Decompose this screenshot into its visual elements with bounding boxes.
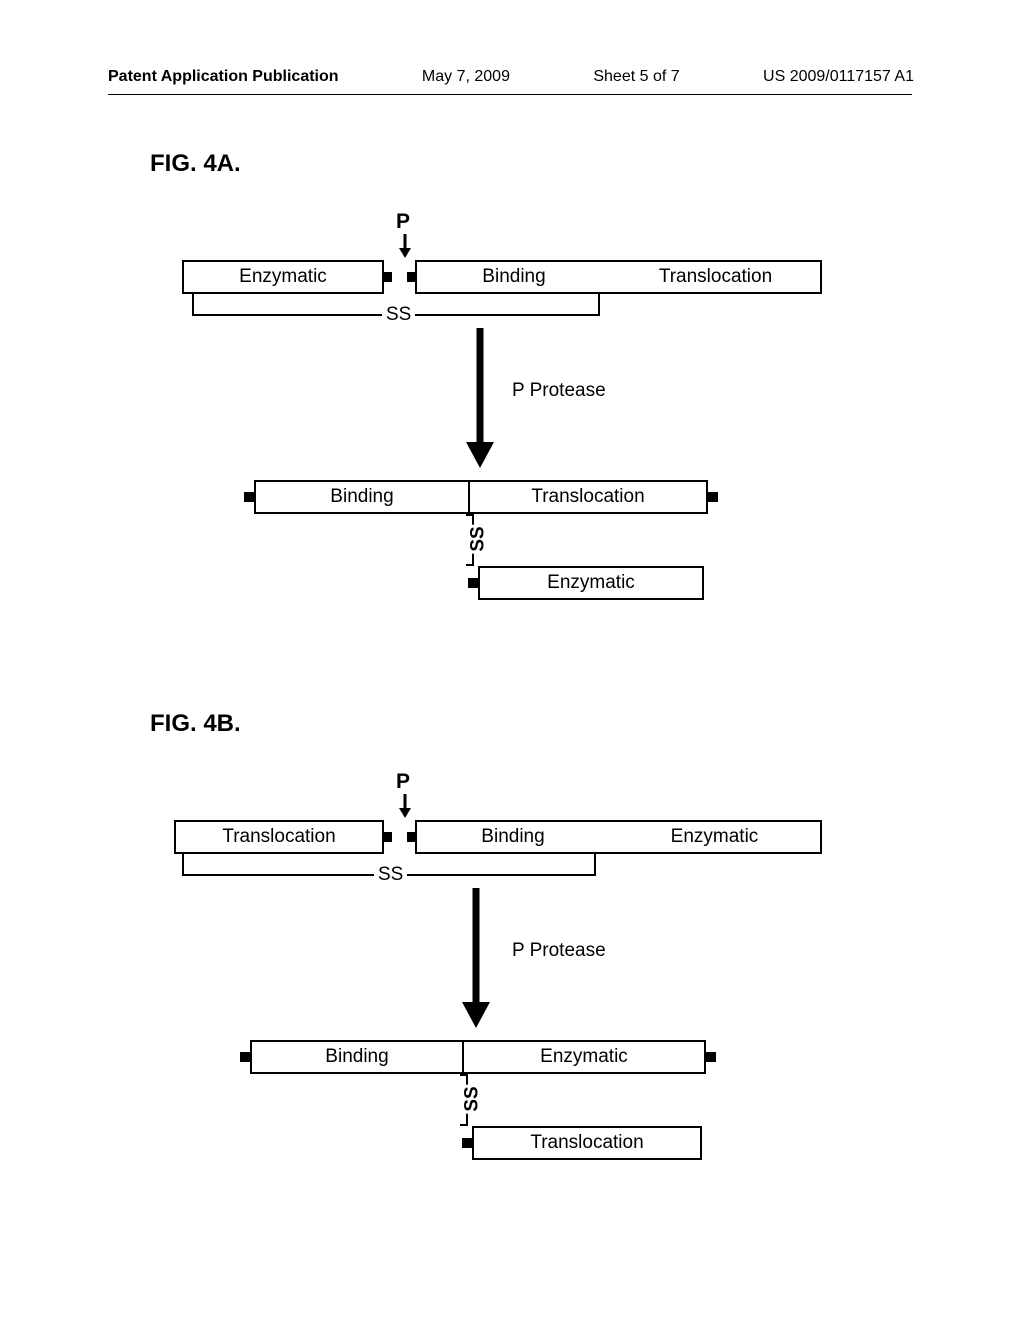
fig4a-bottom2-domain-enzymatic: Enzymatic <box>478 566 704 600</box>
fig4b-ss-label: SS <box>374 864 407 886</box>
fig4a-label: FIG. 4A. <box>150 150 241 178</box>
fig4b-vert-ss-top-tick <box>460 1074 468 1076</box>
fig4a-bottom-nub-right <box>708 492 718 502</box>
fig4b-protease-label: P Protease <box>512 940 606 962</box>
fig4a-bottom-domain-translocation: Translocation <box>468 480 708 514</box>
fig4a-bottom-nub-left <box>244 492 254 502</box>
fig4a-p-label: P <box>396 210 410 234</box>
fig4b-diagram: P Translocation Binding Enzymatic SS P P… <box>174 780 822 1180</box>
fig4b-label: FIG. 4B. <box>150 710 241 738</box>
fig4b-bottom2-domain-translocation: Translocation <box>472 1126 702 1160</box>
fig4b-top-construct: Translocation Binding Enzymatic <box>174 820 822 854</box>
fig4a-vert-ss-top-tick <box>466 514 474 516</box>
fig4a-top-domain-translocation: Translocation <box>611 260 822 294</box>
header-underline <box>108 94 912 95</box>
fig4b-top-gap-right <box>407 832 415 842</box>
fig4b-bottom-domain-binding: Binding <box>250 1040 464 1074</box>
fig4a-diagram: P Enzymatic Binding Translocation SS P P… <box>182 220 822 620</box>
patent-header: Patent Application Publication May 7, 20… <box>0 68 1024 94</box>
fig4b-top-domain-binding: Binding <box>415 820 611 854</box>
fig4b-bottom-nub-left <box>240 1052 250 1062</box>
fig4b-p-arrow-icon <box>398 794 412 818</box>
fig4a-big-arrow-icon <box>464 328 496 468</box>
header-patnum: US 2009/0117157 A1 <box>763 68 914 86</box>
fig4a-top-domain-enzymatic: Enzymatic <box>182 260 384 294</box>
fig4b-big-arrow-icon <box>460 888 492 1028</box>
fig4b-p-label: P <box>396 770 410 794</box>
header-date: May 7, 2009 <box>422 68 510 86</box>
fig4a-top-gap-left <box>384 272 392 282</box>
fig4b-top-domain-enzymatic: Enzymatic <box>609 820 822 854</box>
fig4b-top-gap-left <box>384 832 392 842</box>
fig4a-ss-label: SS <box>382 304 415 326</box>
fig4a-top-construct: Enzymatic Binding Translocation <box>182 260 822 294</box>
fig4b-top-domain-translocation: Translocation <box>174 820 384 854</box>
fig4a-protease-label: P Protease <box>512 380 606 402</box>
fig4a-top-domain-binding: Binding <box>415 260 613 294</box>
fig4a-top-gap-right <box>407 272 415 282</box>
fig4b-vert-ss-label: SS <box>462 1084 484 1113</box>
fig4a-vert-ss-bottom-tick <box>466 564 474 566</box>
fig4b-bottom-domain-enzymatic: Enzymatic <box>462 1040 706 1074</box>
fig4b-vert-ss-bottom-tick <box>460 1124 468 1126</box>
header-publication: Patent Application Publication <box>108 68 339 86</box>
fig4a-p-arrow-icon <box>398 234 412 258</box>
fig4b-bottom-nub-right <box>706 1052 716 1062</box>
header-sheet: Sheet 5 of 7 <box>593 68 679 86</box>
fig4a-vert-ss-label: SS <box>468 524 490 553</box>
fig4b-bottom2-nub-left <box>462 1138 472 1148</box>
fig4a-bottom2-nub-left <box>468 578 478 588</box>
fig4a-bottom-domain-binding: Binding <box>254 480 470 514</box>
